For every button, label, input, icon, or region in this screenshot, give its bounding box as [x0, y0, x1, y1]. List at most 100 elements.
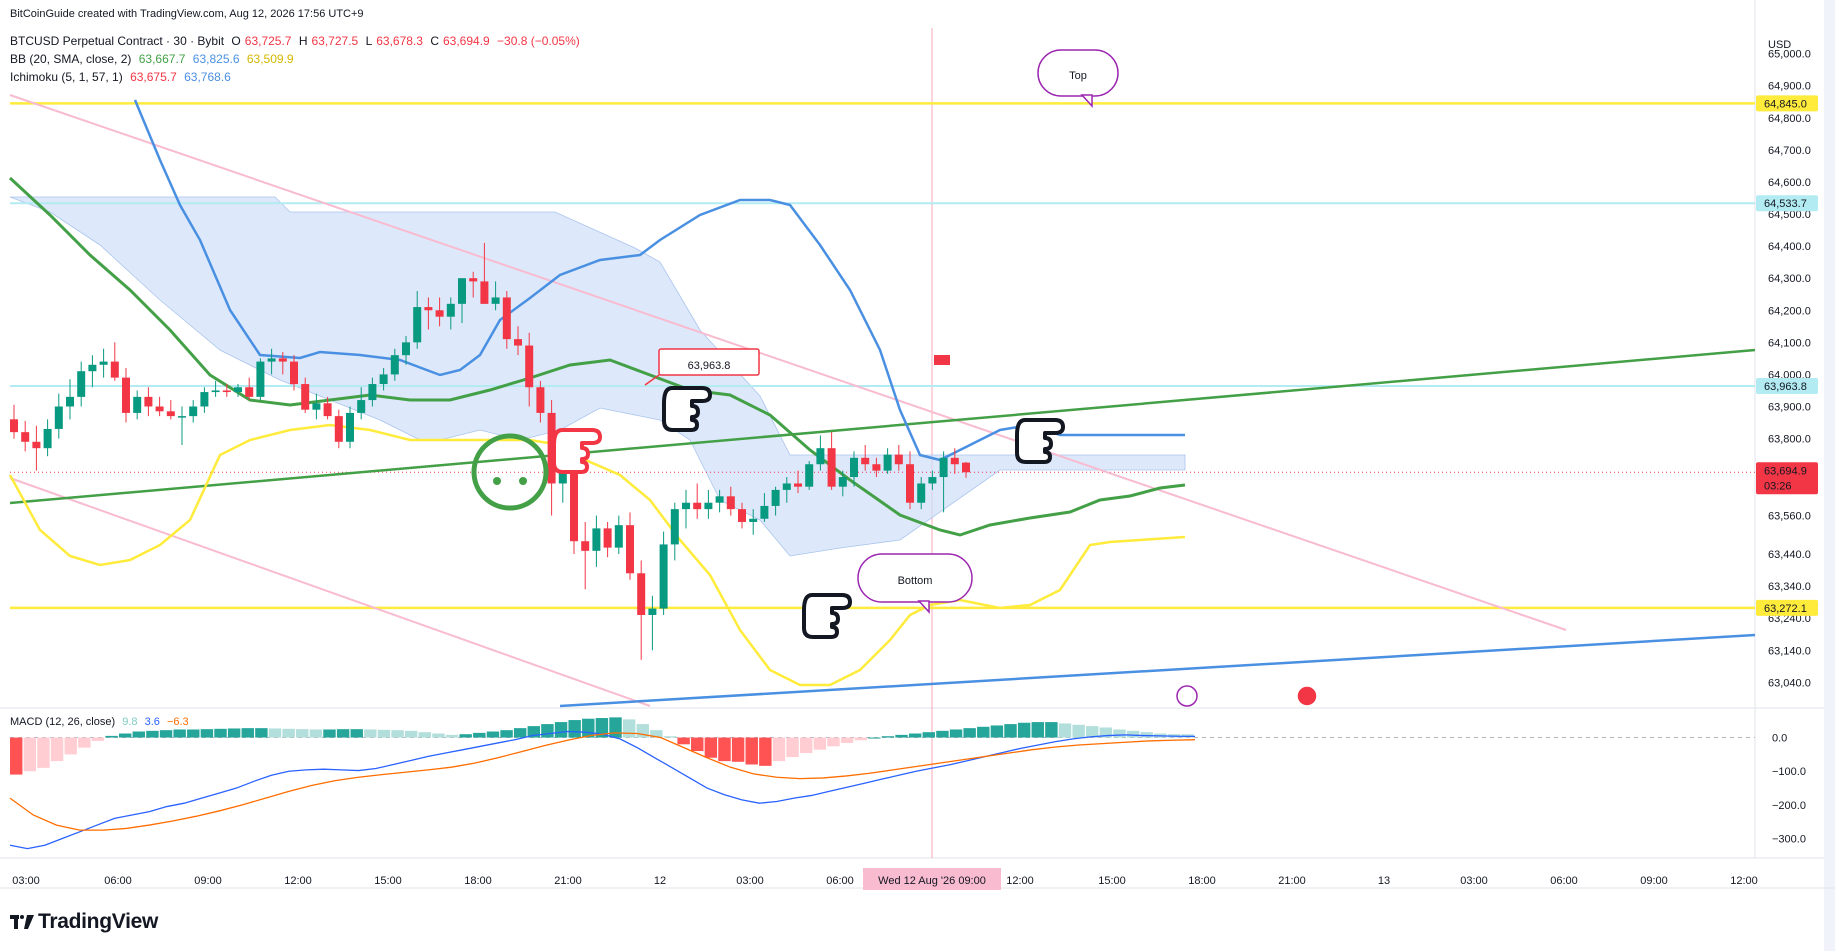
tradingview-logo[interactable]: TradingView	[10, 910, 158, 934]
macd-histogram-bar	[227, 728, 241, 738]
macd-histogram-bar	[568, 720, 581, 738]
y-axis-tick-label: 63,040.0	[1768, 677, 1811, 689]
macd-histogram-bar	[745, 737, 758, 765]
candle-body	[43, 428, 52, 449]
macd-histogram-bar	[554, 722, 568, 738]
candle-body	[782, 483, 791, 490]
macd-histogram-bar	[486, 731, 500, 738]
ohlc-close: C 63,694.9	[430, 34, 490, 48]
candle-body	[110, 361, 119, 378]
candle-body	[603, 528, 612, 548]
price-callout: 63,963.8	[644, 348, 760, 386]
candle-body	[906, 464, 914, 503]
macd-histogram-bar	[936, 730, 949, 738]
macd-histogram-bar	[1017, 722, 1031, 738]
hand-pointer-icon	[802, 593, 852, 639]
crosshair-time-label: Wed 12 Aug '26 09:00	[878, 875, 986, 887]
hand-pointer-icon-shape	[802, 593, 852, 639]
macd-histogram-bar	[118, 733, 132, 738]
macd-histogram-bar	[786, 737, 799, 758]
candle-body	[77, 371, 86, 397]
macd-histogram	[10, 717, 1194, 775]
macd-histogram-bar	[132, 731, 146, 738]
macd-histogram-bar	[64, 737, 77, 755]
candle-body	[267, 358, 276, 362]
macd-y-tick-label: −200.0	[1772, 800, 1806, 812]
candle-body	[290, 361, 298, 385]
macd-histogram-bar	[309, 729, 323, 738]
macd-histogram-bar	[1126, 730, 1140, 738]
macd-histogram-bar	[704, 737, 718, 758]
macd-histogram-bar	[895, 734, 908, 738]
macd-histogram-bar	[391, 730, 404, 738]
candle-body	[390, 355, 399, 375]
price-tag-label: 64,533.7	[1764, 198, 1807, 210]
candle-body	[222, 390, 231, 393]
macd-histogram-bar	[650, 730, 663, 738]
candle-body	[962, 462, 970, 473]
candle-body	[357, 400, 366, 413]
candle-body	[278, 358, 287, 362]
y-axis-tick-label: 64,300.0	[1768, 273, 1811, 285]
ichimoku-cloud	[9, 196, 1186, 557]
right-scrollbar	[1824, 0, 1835, 951]
macd-histogram-bar	[772, 737, 786, 762]
x-axis-tick-label: 03:00	[12, 875, 40, 887]
price-tag-cyan	[1756, 378, 1818, 395]
trendline-pink-lower	[9, 477, 651, 707]
candle-body	[133, 396, 142, 413]
candle-body	[928, 477, 937, 484]
macd-histogram-bar	[282, 728, 295, 738]
candle-body	[592, 528, 601, 551]
candle-body	[771, 489, 780, 506]
candle-body	[614, 525, 623, 548]
candle-body	[368, 384, 377, 401]
y-axis-tick-label: 64,600.0	[1768, 177, 1811, 189]
x-axis-tick-label: 21:00	[1278, 875, 1306, 887]
candle-body	[794, 483, 802, 487]
y-axis-tick-label: 63,240.0	[1768, 613, 1811, 625]
macd-histogram-bar	[1031, 722, 1044, 738]
macd-histogram-bar	[1113, 729, 1126, 738]
candle-body	[738, 509, 746, 522]
candle-body	[850, 457, 858, 478]
smiley-icon	[471, 433, 549, 511]
trendline-pink-upper	[9, 94, 1567, 631]
candle-body	[502, 297, 511, 340]
symbol-title: BTCUSD Perpetual Contract · 30 · Bybit	[10, 34, 225, 48]
macd-histogram-bar	[908, 733, 922, 738]
candle-body	[346, 412, 354, 442]
y-axis-tick-label: 63,440.0	[1768, 549, 1811, 561]
macd-histogram-bar	[268, 728, 282, 738]
macd-histogram-bar	[840, 737, 854, 743]
y-axis-tick-label: 64,100.0	[1768, 337, 1811, 349]
candle-body	[234, 387, 242, 393]
candle-body	[166, 411, 175, 417]
ichimoku-b-value: 63,768.6	[184, 70, 231, 84]
bb-lower-band	[8, 423, 1186, 687]
y-axis-tick-label: 64,900.0	[1768, 81, 1811, 93]
trendline-green	[9, 348, 1756, 505]
smiley-eye	[519, 477, 527, 485]
candle-body	[155, 406, 164, 412]
price-tag-label: 63,694.9	[1764, 465, 1807, 477]
candle-body	[950, 457, 959, 465]
candle-body	[99, 361, 108, 365]
macd-histogram-bar	[1086, 726, 1099, 738]
macd-histogram-bar	[459, 734, 472, 738]
candle-body	[491, 297, 500, 304]
macd-histogram-bar	[78, 737, 91, 748]
macd-histogram-bar	[622, 719, 636, 738]
candle-body	[805, 464, 814, 487]
macd-histogram-bar	[1004, 724, 1017, 738]
macd-histogram-bar	[200, 729, 214, 738]
candle-body	[66, 396, 74, 407]
macd-histogram-bar	[500, 730, 513, 738]
price-tag-yellow	[1756, 95, 1818, 112]
credit-text: BitCoinGuide created with TradingView.co…	[10, 8, 364, 20]
macd-histogram-bar	[187, 729, 200, 738]
macd-histogram-bar	[173, 729, 186, 738]
macd-histogram-bar	[513, 728, 527, 738]
x-axis-tick-label: 09:00	[194, 875, 222, 887]
